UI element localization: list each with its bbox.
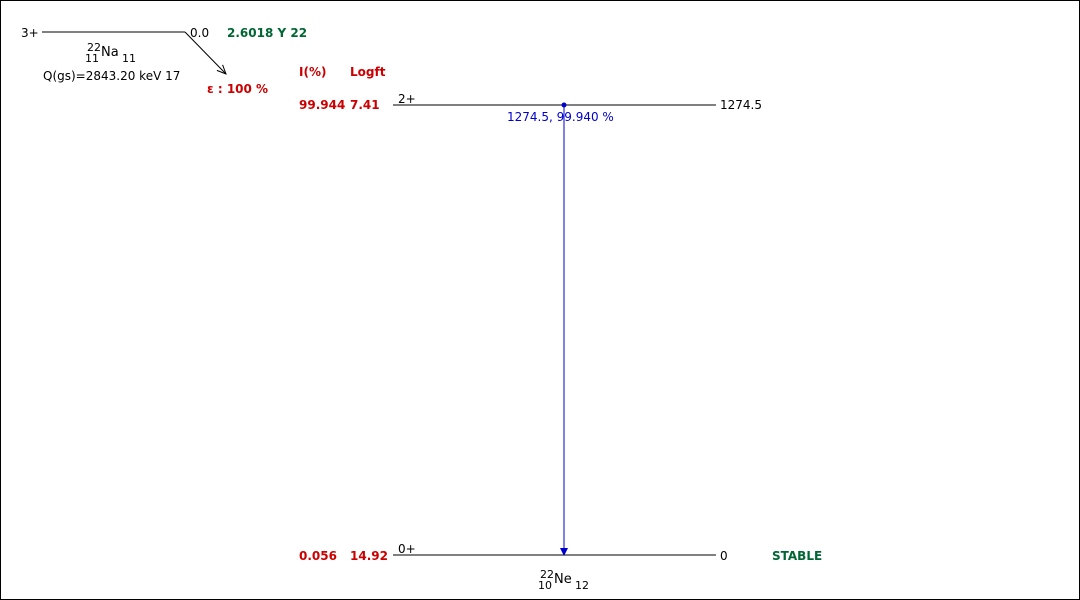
level-ground-intensity: 0.056 (299, 549, 337, 563)
level-1274-intensity: 99.944 (299, 98, 346, 112)
stable-label: STABLE (772, 549, 823, 563)
gamma-arrowhead (560, 548, 568, 556)
parent-symbol: Na (101, 45, 119, 60)
level-ground-energy: 0 (720, 549, 728, 563)
decay-arrow (184, 31, 226, 74)
parent-qvalue: Q(gs)=2843.20 keV 17 (43, 69, 181, 83)
parent-energy: 0.0 (190, 26, 210, 40)
parent-spin: 3+ (21, 26, 39, 40)
level-ground-logft: 14.92 (350, 549, 388, 563)
intensity-header: I(%) (299, 65, 327, 79)
decay-mode-label: ε : 100 % (207, 82, 269, 96)
daughter-mass-number: 22 (540, 568, 554, 581)
parent-neutron-number: 11 (122, 52, 136, 65)
gamma-label: 1274.5, 99.940 % (507, 110, 614, 124)
daughter-nuclide: 22 10 Ne 12 (538, 568, 598, 594)
gamma-origin-dot (561, 102, 567, 108)
level-ground-spin: 0+ (398, 542, 416, 556)
level-1274-logft: 7.41 (350, 98, 380, 112)
logft-header: Logft (350, 65, 386, 79)
parent-halflife: 2.6018 Y 22 (227, 26, 308, 40)
level-1274-energy: 1274.5 (720, 98, 762, 112)
parent-atomic-number: 11 (85, 52, 99, 65)
parent-nuclide: 22 11 Na 11 (85, 41, 145, 67)
level-1274-spin: 2+ (398, 92, 416, 106)
parent-mass-number: 22 (87, 41, 101, 54)
daughter-atomic-number: 10 (538, 579, 552, 592)
daughter-symbol: Ne (554, 572, 572, 587)
daughter-neutron-number: 12 (575, 579, 589, 592)
